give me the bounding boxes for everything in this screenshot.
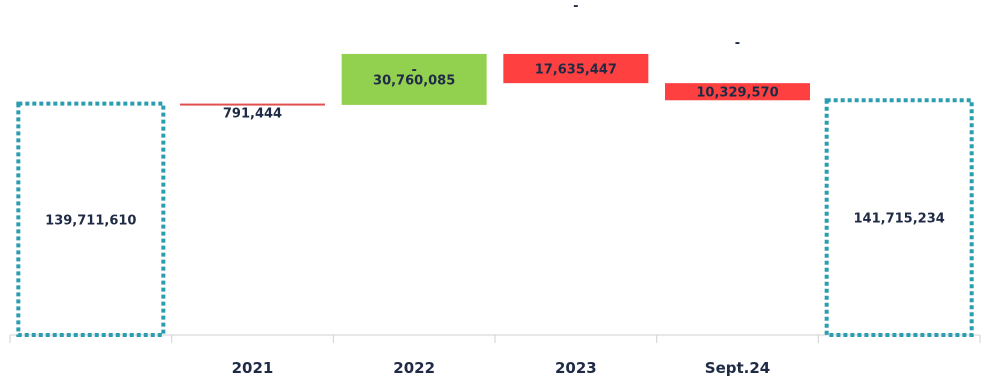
bar-value-label: 791,444	[223, 107, 282, 122]
total-bar	[16, 101, 166, 337]
bar-value-label: 30,760,085	[373, 73, 455, 88]
category-label: Sept.24	[705, 359, 770, 377]
dash-mark: -	[735, 36, 740, 51]
bar-value-label: 10,329,570	[696, 86, 778, 101]
category-label: 2021	[232, 359, 274, 377]
decrease-bar	[503, 53, 649, 84]
total-bar	[824, 98, 974, 338]
x-axis	[9, 334, 981, 343]
category-label: 2022	[393, 359, 435, 377]
dash-mark: -	[411, 63, 416, 78]
decrease-bar	[665, 83, 810, 101]
bar-value-label: 141,715,234	[854, 212, 945, 227]
bar-value-label: 139,711,610	[45, 213, 136, 228]
category-label: 2023	[555, 359, 597, 377]
decrease-bar	[180, 103, 325, 106]
bar-value-label: 17,635,447	[535, 63, 617, 78]
dash-mark: -	[573, 0, 578, 14]
increase-bar	[341, 53, 487, 105]
bars-layer	[16, 53, 974, 338]
labels-layer: 139,711,610 791,444 2021 30,760,085 2022 17,6…	[45, 0, 945, 377]
